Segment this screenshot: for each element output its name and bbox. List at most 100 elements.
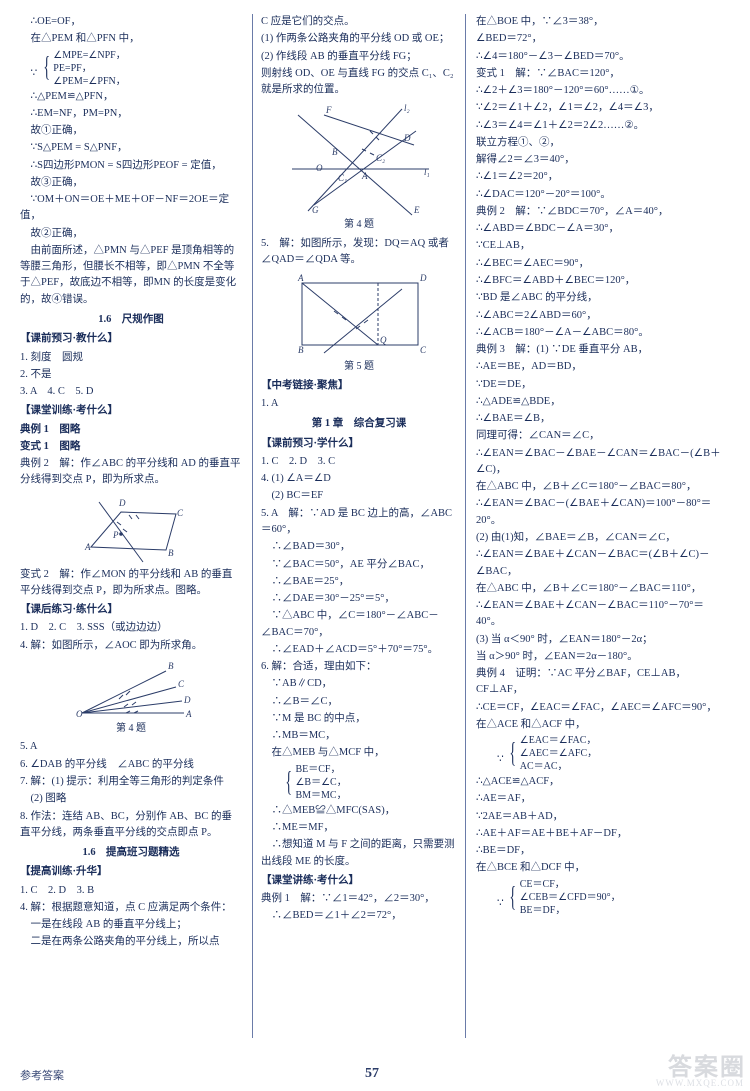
brace-line: PE=PF，	[53, 62, 125, 75]
question-line: 1. D 2. C 3. SSS（或边边边）	[20, 620, 242, 636]
text-line: ∠BED＝72°，	[476, 31, 726, 47]
brace-line: ∠AEC＝∠AFC，	[520, 747, 597, 760]
question-line: 6. ∠DAB 的平分线 ∠ABC 的平分线	[20, 757, 242, 773]
brace-icon: {	[510, 741, 517, 766]
text-line: 典例 2 解：∵∠BDC＝70°，∠A＝40°，	[476, 204, 726, 220]
text-line: (2) 作线段 AB 的垂直平分线 FG；	[261, 49, 457, 65]
question-line: ∴△MEB≌△MFC(SAS)，	[261, 803, 457, 819]
text-line: ∴EM=NF，PM=PN，	[20, 106, 242, 122]
svg-text:C₂: C₂	[376, 153, 385, 163]
text-line: ∵CE⊥AB，	[476, 238, 726, 254]
column-2: C 应是它们的交点。 (1) 作两条公路夹角的平分线 OD 或 OE； (2) …	[252, 14, 466, 1038]
svg-text:Q: Q	[380, 335, 387, 345]
text-line: 联立方程①、②，	[476, 135, 726, 151]
footer-left: 参考答案	[20, 1068, 64, 1085]
text-line: ∵2AE＝AB＋AD，	[476, 809, 726, 825]
text-line: ∴△ADE≌△BDE，	[476, 394, 726, 410]
question-line: ∴MB＝MC，	[261, 728, 457, 744]
text-line: ∵BD 是∠ABC 的平分线，	[476, 290, 726, 306]
question-line: 8. 作法：连结 AB、BC，分别作 AB、BC 的垂直平分线，两条垂直平分线的…	[20, 809, 242, 842]
text-line: (2) 由(1)知，∠BAE＝∠B，∠CAN＝∠C，	[476, 530, 726, 546]
question-line: ∴想知道 M 与 F 之间的距离，只需要测出线段 ME 的长度。	[261, 837, 457, 870]
text-line: 故②正确，	[20, 226, 242, 242]
question-line: 1. C 2. D 3. B	[20, 883, 242, 899]
figure-label: 第 5 题	[261, 359, 457, 375]
subsection-heading: 【提高训练·升华】	[20, 864, 242, 880]
example-line: 典例 1 图略	[20, 422, 242, 438]
figure-angle: OA DC B 第 4 题	[20, 657, 242, 737]
text-line: 当 α＞90° 时，∠EAN＝2α－180°。	[476, 649, 726, 665]
brace-line: BM＝MC，	[295, 789, 346, 802]
brace-container: ∵ { ∠MPE=∠NPF， PE=PF， ∠PEM=∠PFN，	[20, 49, 242, 88]
text-line: ∴OE=OF，	[20, 14, 242, 30]
question-line: 4. (1) ∠A＝∠D	[261, 471, 457, 487]
brace-line: BE＝DF，	[520, 904, 621, 917]
brace-line: CE＝CF，	[520, 878, 621, 891]
text-line: 由前面所述，△PMN 与△PEF 是顶角相等的等腰三角形，但腰长不相等，即△PM…	[20, 243, 242, 308]
svg-text:C: C	[178, 679, 185, 689]
text-line: 典例 4 证明：∵AC 平分∠BAF，CE⊥AB，CF⊥AF，	[476, 666, 726, 699]
brace-icon: {	[510, 885, 517, 910]
question-line: 二是在两条公路夹角的平分线上，所以点	[20, 934, 242, 950]
watermark-url: WWW.MXQE.COM	[656, 1077, 744, 1091]
question-line: 3. A 4. C 5. D	[20, 384, 242, 400]
question-line: 2. 不是	[20, 367, 242, 383]
text-line: ∴∠BFC＝∠ABD＋∠BEC＝120°，	[476, 273, 726, 289]
brace-line: ∠B＝∠C，	[295, 776, 346, 789]
svg-text:l₁: l₁	[424, 167, 430, 177]
text-line: ∴∠EAN＝∠BAC－∠BAE－∠CAN＝∠BAC－(∠B＋∠C)，	[476, 446, 726, 479]
svg-text:F: F	[325, 105, 332, 115]
subsection-heading: 【课堂训练·考什么】	[20, 403, 242, 419]
text-line: 则射线 OD、OE 与直线 FG 的交点 C₁、C₂就是所求的位置。	[261, 66, 457, 99]
text-line: ∴△ACE≌△ACF，	[476, 774, 726, 790]
svg-text:A: A	[361, 171, 368, 181]
subsection-heading: 【课堂讲练·考什么】	[261, 873, 457, 889]
text-line: 故①正确，	[20, 123, 242, 139]
subsection-heading: 【课前预习·学什么】	[261, 436, 457, 452]
text-line: ∴∠EAN＝∠BAE＋∠CAN－∠BAC＝110°－70°＝40°。	[476, 598, 726, 631]
brace-line: ∠CEB＝∠CFD＝90°，	[520, 891, 621, 904]
text-line: C 应是它们的交点。	[261, 14, 457, 30]
figure-quad: DA CB P	[20, 492, 242, 564]
question-line: 5. A 解：∵AD 是 BC 边上的高，∠ABC＝60°，	[261, 506, 457, 539]
text-line: 故③正确，	[20, 175, 242, 191]
text-line: ∴∠BAE＝∠B，	[476, 411, 726, 427]
brace-line: BE＝CF，	[295, 763, 346, 776]
subsection-heading: 【课前预习·教什么】	[20, 331, 242, 347]
text-line: ∴∠ABC＝2∠ABD＝60°，	[476, 308, 726, 324]
svg-text:D: D	[183, 695, 191, 705]
text-line: 在△PEM 和△PFN 中，	[20, 31, 242, 47]
question-line: ∴∠EAD＋∠ACD＝5°＋70°＝75°。	[261, 642, 457, 658]
brace-container: ∵ { CE＝CF， ∠CEB＝∠CFD＝90°， BE＝DF，	[476, 878, 726, 917]
brace-container: ∵ { ∠EAC＝∠FAC， ∠AEC＝∠AFC， AC＝AC，	[476, 734, 726, 773]
brace-line: ∠MPE=∠NPF，	[53, 49, 125, 62]
figure-label: 第 4 题	[20, 721, 242, 737]
question-line: ∴∠DAE＝30°－25°＝5°，	[261, 591, 457, 607]
figure-label: 第 4 题	[261, 217, 457, 233]
question-line: 5. 解：如图所示，发现：DQ＝AQ 或者∠QAD＝∠QDA 等。	[261, 236, 457, 269]
text-line: 同理可得：∠CAN＝∠C，	[476, 428, 726, 444]
svg-text:A: A	[185, 709, 192, 719]
example-line: 变式 1 图略	[20, 439, 242, 455]
subsection-heading: 【中考链接·聚焦】	[261, 378, 457, 394]
page-footer: 参考答案 57	[20, 1063, 730, 1085]
question-line: ∵△ABC 中，∠C＝180°－∠ABC－∠BAC＝70°，	[261, 608, 457, 641]
text-line: ∴∠ABD＝∠BDC－∠A＝30°，	[476, 221, 726, 237]
text-line: 解得∠2＝∠3＝40°，	[476, 152, 726, 168]
svg-text:l₂: l₂	[404, 103, 410, 113]
text-line: ∴∠2＋∠3＝180°－120°＝60°……①。	[476, 83, 726, 99]
text-line: ∴∠DAC＝120°－20°＝100°。	[476, 187, 726, 203]
question-line: 1. 刻度 圆规	[20, 350, 242, 366]
question-line: 1. C 2. D 3. C	[261, 454, 457, 470]
question-line: 5. A	[20, 739, 242, 755]
text-line: ∴∠4＝180°－∠3－∠BED＝70°。	[476, 49, 726, 65]
question-line: 4. 解：如图所示，∠AOC 即为所求角。	[20, 638, 242, 654]
svg-text:D: D	[403, 133, 411, 143]
svg-text:O: O	[76, 709, 83, 719]
text-line: ∴AE＝BE，AD＝BD，	[476, 359, 726, 375]
text-line: ∴∠BEC＝∠AEC＝90°，	[476, 256, 726, 272]
svg-text:C: C	[177, 508, 184, 518]
text-line: 在△BCE 和△DCF 中，	[476, 860, 726, 876]
text-line: ∵S△PEM = S△PNF，	[20, 140, 242, 156]
text-line: ∵OM＋ON＝OE＋ME＋OF－NF＝2OE＝定值，	[20, 192, 242, 225]
